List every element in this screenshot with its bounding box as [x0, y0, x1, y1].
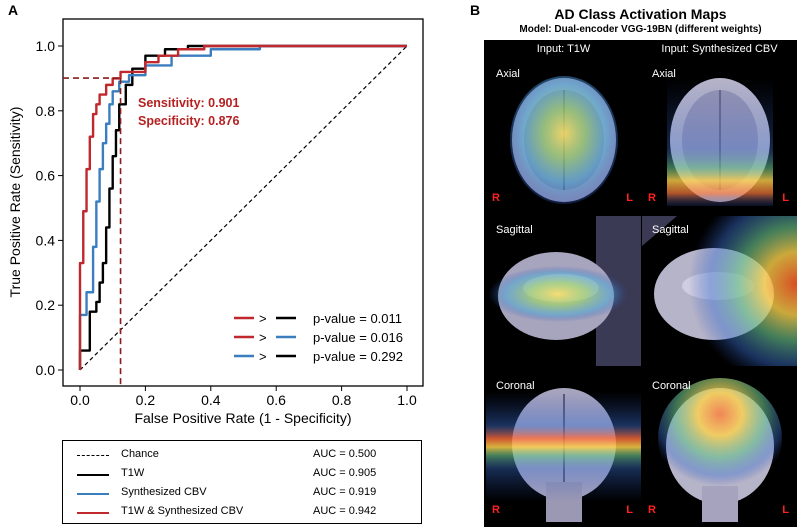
sagittal-t1w-image	[488, 216, 641, 366]
specificity-annotation: Specificity: 0.876	[138, 114, 239, 128]
p-value-label: p-value = 0.292	[313, 349, 403, 364]
view-label-axial: Axial	[496, 68, 520, 80]
view-label-coronal: Coronal	[652, 380, 691, 392]
legend-item-cbv: Synthesized CBV AUC = 0.919	[63, 484, 421, 504]
x-tick-label: 0.0	[70, 392, 90, 408]
sagittal-t1w-map: Sagittal	[486, 216, 641, 366]
y-axis-label: True Positive Rate (Sensitivity)	[7, 107, 23, 298]
coronal-t1w-map: Coronal R L	[486, 372, 641, 522]
p-value-label: p-value = 0.011	[313, 311, 402, 326]
y-tick-label: 0.2	[36, 297, 56, 313]
y-tick-label: 0.0	[36, 362, 56, 378]
x-tick-label: 1.0	[397, 392, 417, 408]
axial-cbv-image	[667, 78, 773, 206]
p-value-label: p-value = 0.016	[313, 330, 403, 345]
coronal-t1w-image	[486, 388, 641, 522]
p-value-comparisons: > p-value = 0.011 > p-value = 0.016 > p-value…	[234, 311, 403, 364]
chart-legend: Chance AUC = 0.500 T1W AUC = 0.905 Synth…	[62, 440, 422, 524]
p-value-row: > p-value = 0.011	[234, 311, 402, 326]
right-marker: R	[648, 192, 656, 204]
axial-t1w-image	[510, 76, 618, 204]
view-label-coronal: Coronal	[496, 380, 535, 392]
p-value-row: > p-value = 0.292	[234, 349, 403, 364]
legend-item-t1w: T1W AUC = 0.905	[63, 465, 421, 485]
left-marker: L	[626, 192, 633, 204]
y-tick-label: 1.0	[36, 38, 56, 54]
sensitivity-annotation: Sensitivity: 0.901	[138, 96, 239, 110]
view-label-sagittal: Sagittal	[652, 224, 689, 236]
panel-b-title: AD Class Activation Maps	[554, 6, 727, 22]
legend-line-t1w	[77, 474, 109, 476]
left-marker: L	[782, 504, 789, 516]
panel-b-subtitle: Model: Dual-encoder VGG-19BN (different …	[519, 24, 762, 35]
right-marker: R	[648, 504, 656, 516]
legend-line-combined	[77, 512, 109, 514]
view-label-sagittal: Sagittal	[496, 224, 533, 236]
legend-auc: AUC = 0.905	[313, 467, 377, 479]
legend-line-chance	[77, 455, 109, 456]
column-header-t1w: Input: T1W	[536, 43, 591, 55]
right-marker: R	[492, 504, 500, 516]
comparison-operator: >	[259, 311, 267, 326]
x-tick-label: 0.2	[136, 392, 156, 408]
sagittal-cbv-image	[642, 216, 797, 366]
legend-line-cbv	[77, 493, 109, 495]
legend-label: Chance	[121, 448, 159, 460]
axial-t1w-map: Axial R L	[486, 60, 641, 210]
plot-frame	[62, 18, 424, 387]
comparison-operator: >	[259, 330, 267, 345]
legend-item-combined: T1W & Synthesized CBV AUC = 0.942	[63, 503, 421, 523]
roc-chart: 0.0 0.2 0.4 0.6 0.8 1.0 0.0 0.2 0.4 0.6 0.8 1.0 Sen…	[7, 18, 424, 426]
left-marker: L	[626, 504, 633, 516]
x-tick-label: 0.4	[201, 392, 221, 408]
combined-roc-line	[78, 44, 407, 370]
legend-label: T1W & Synthesized CBV	[121, 505, 244, 517]
sagittal-cbv-map: Sagittal	[642, 216, 797, 366]
x-tick-label: 0.6	[266, 392, 286, 408]
legend-auc: AUC = 0.942	[313, 505, 377, 517]
p-value-row: > p-value = 0.016	[234, 330, 403, 345]
left-marker: L	[782, 192, 789, 204]
x-tick-label: 0.8	[332, 392, 352, 408]
x-axis-label: False Positive Rate (1 - Specificity)	[134, 410, 351, 426]
roc-curves	[78, 44, 408, 371]
comparison-operator: >	[259, 349, 267, 364]
panel-b-label: B	[470, 2, 481, 18]
y-tick-label: 0.4	[36, 232, 56, 248]
y-tick-label: 0.8	[36, 103, 56, 119]
y-tick-label: 0.6	[36, 168, 56, 184]
legend-label: T1W	[121, 467, 145, 479]
right-marker: R	[492, 192, 500, 204]
view-label-axial: Axial	[652, 68, 676, 80]
axial-cbv-map: Axial R L	[642, 60, 797, 210]
legend-auc: AUC = 0.500	[313, 448, 377, 460]
column-header-cbv: Input: Synthesized CBV	[661, 43, 778, 55]
coronal-cbv-image	[658, 378, 782, 522]
panel-a-label: A	[8, 2, 19, 18]
legend-auc: AUC = 0.919	[313, 486, 377, 498]
axis-ticks: 0.0 0.2 0.4 0.6 0.8 1.0 0.0 0.2 0.4 0.6 0.8 1.0	[36, 38, 417, 408]
coronal-cbv-map: Coronal R L	[642, 372, 797, 522]
legend-label: Synthesized CBV	[121, 486, 207, 498]
legend-item-chance: Chance AUC = 0.500	[63, 446, 421, 466]
